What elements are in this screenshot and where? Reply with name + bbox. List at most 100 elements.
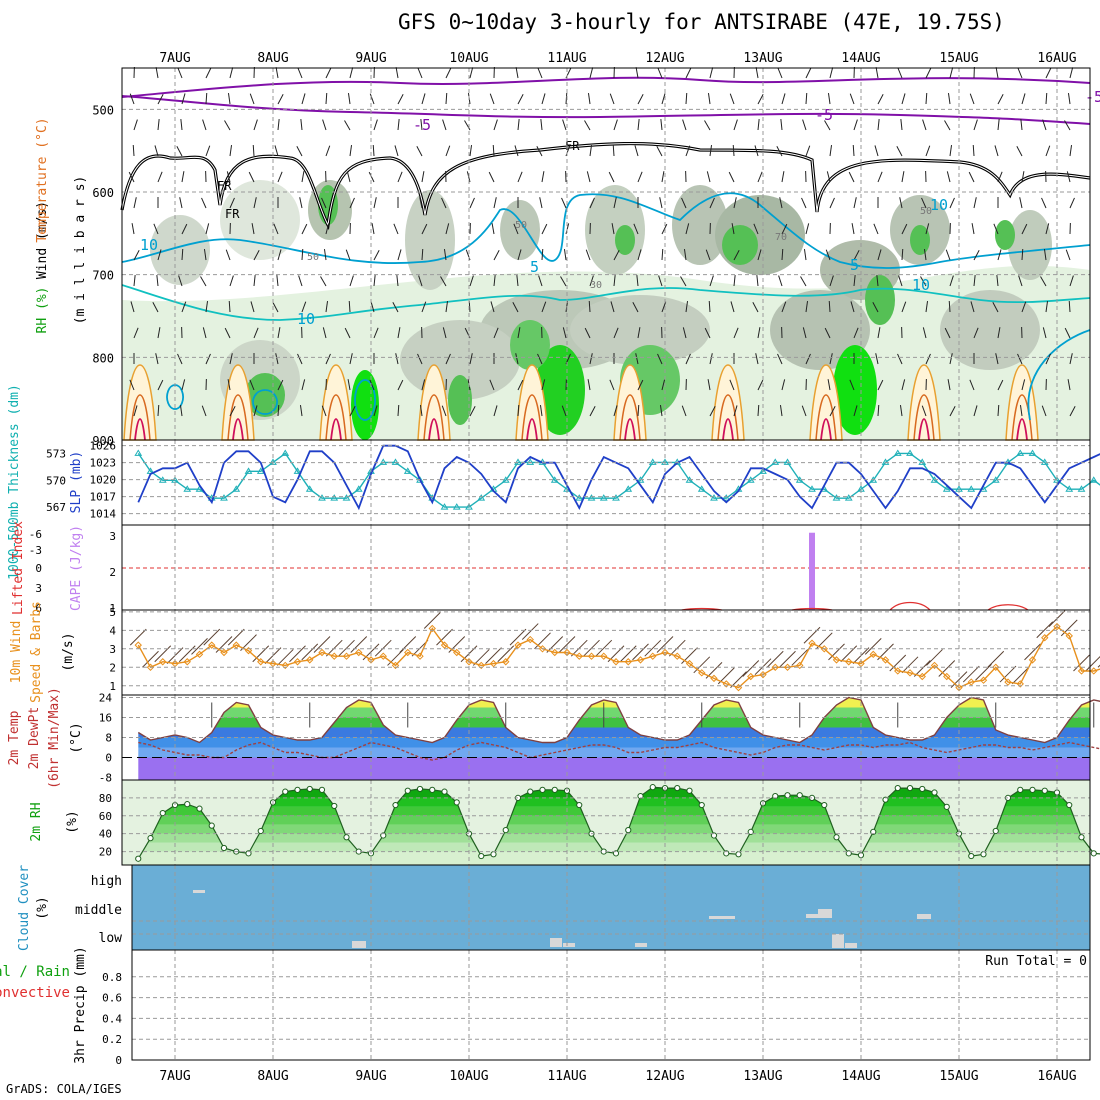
date-label-top: 13AUG [743,51,782,66]
surface-warmer-2 [325,394,347,441]
upper-wind-barb [393,223,399,235]
upper-wind-barb [922,327,927,339]
upper-wind-barb [133,405,138,417]
thickness-point [281,449,290,456]
upper-wind-barb [443,249,447,261]
lifted-tick: 0 [35,562,42,575]
rh-blob-3 [405,190,455,290]
upper-wind-barb [589,353,593,365]
label-wind10: 10m Wind [9,621,24,684]
wind10-point [502,658,510,666]
upper-wind-barb [613,197,617,209]
upper-wind-barb [1021,248,1024,261]
wind10-barb [350,636,368,653]
upper-wind-barb [657,67,663,79]
wind10-point [759,670,767,679]
rh-point [502,827,509,834]
upper-wind-barb [155,353,159,365]
contour-label: -5 [815,106,833,124]
upper-wind-barb [801,197,807,209]
lifted-bump [889,601,931,611]
surface-warmer-0 [129,394,151,441]
upper-wind-barb [179,405,183,417]
rh-green-12 [510,320,550,370]
upper-wind-barb [469,197,475,209]
upper-wind-barb [853,275,856,287]
rh-tick: 40 [99,828,112,841]
wind10-point [845,658,853,666]
upper-wind-barb [805,67,812,79]
temp-band [138,737,1090,748]
upper-wind-barb [299,197,303,209]
upper-wind-barb [925,353,931,365]
upper-wind-barb [709,197,715,209]
upper-wind-barb [229,275,234,287]
upper-wind-barb [709,406,716,417]
thickness-point [1016,449,1025,456]
upper-wind-barb [276,275,279,287]
upper-wind-barb [781,301,787,313]
upper-wind-barb [730,301,735,313]
precip-group: 0.8 0.6 0.4 0.2 0 3hr Precip (mm)Total / Rain… [0,946,1087,1067]
upper-wind-barb [589,197,595,209]
label-temp-unit: (°C) [69,722,84,753]
footer-credit: GrADS: COLA/IGES [6,1082,122,1096]
contour-label: FR [217,179,232,193]
upper-wind-barb [299,405,303,417]
cloud-patch [550,938,562,947]
thickness-point [575,494,584,501]
upper-wind-barb [540,119,543,131]
upper-wind-barb [441,197,447,209]
surface-hot-7 [820,418,832,441]
upper-wind-barb [901,171,905,183]
label-precip: 3hr Precip (mm) [73,946,88,1063]
upper-wind-barb [968,171,975,183]
thickness-point [330,494,339,501]
upper-wind-barb [900,119,903,131]
wind10-barb [485,647,502,664]
rh-point [649,784,656,791]
rh-green-1 [535,345,585,435]
cloud-patch [818,909,832,918]
wind10-point [306,656,314,664]
upper-wind-barb [731,223,735,235]
upper-wind-barb [757,171,763,183]
precip-tick: 0.6 [102,992,122,1005]
upper-wind-barb [632,302,639,313]
wind10-point [195,650,204,659]
upper-wind-barb [849,93,855,105]
upper-wind-barb [612,144,615,157]
rh-blob-10 [1008,210,1052,280]
upper-wind-barb [469,67,474,79]
upper-wind-barb [178,275,183,287]
upper-wind-barb [275,353,279,365]
thickness-point [697,485,706,492]
wind10-barb [742,660,760,677]
upper-wind-barb [229,406,236,417]
upper-wind-barb [492,144,495,157]
upper-wind-barb [755,67,759,79]
date-label-top: 11AUG [547,51,586,66]
upper-wind-barb [584,327,591,339]
temp-group: 24 16 8 0 -8 2m Temp 2m DewPt (6hr Min/Max) (°C) [7,687,1100,789]
upper-wind-barb [613,275,616,287]
upper-wind-barb [852,144,855,157]
surface-hot-2 [330,418,342,441]
upper-wind-barb [200,276,207,287]
upper-wind-barb [512,302,519,313]
upper-wind-barb [829,67,834,79]
upper-wind-barb [562,327,567,339]
upper-wind-barb [824,120,831,131]
upper-wind-barb [202,119,207,131]
thickness-point [1040,458,1049,465]
upper-wind-barb [781,223,788,235]
upper-wind-barb [947,93,951,105]
wind10-point [416,652,424,660]
upper-wind-barb [397,327,401,339]
cloud-patch [193,890,205,893]
wind10-point [489,659,498,668]
rh-point [527,788,534,795]
upper-wind-barb [445,301,449,313]
upper-wind-barb [371,223,375,235]
